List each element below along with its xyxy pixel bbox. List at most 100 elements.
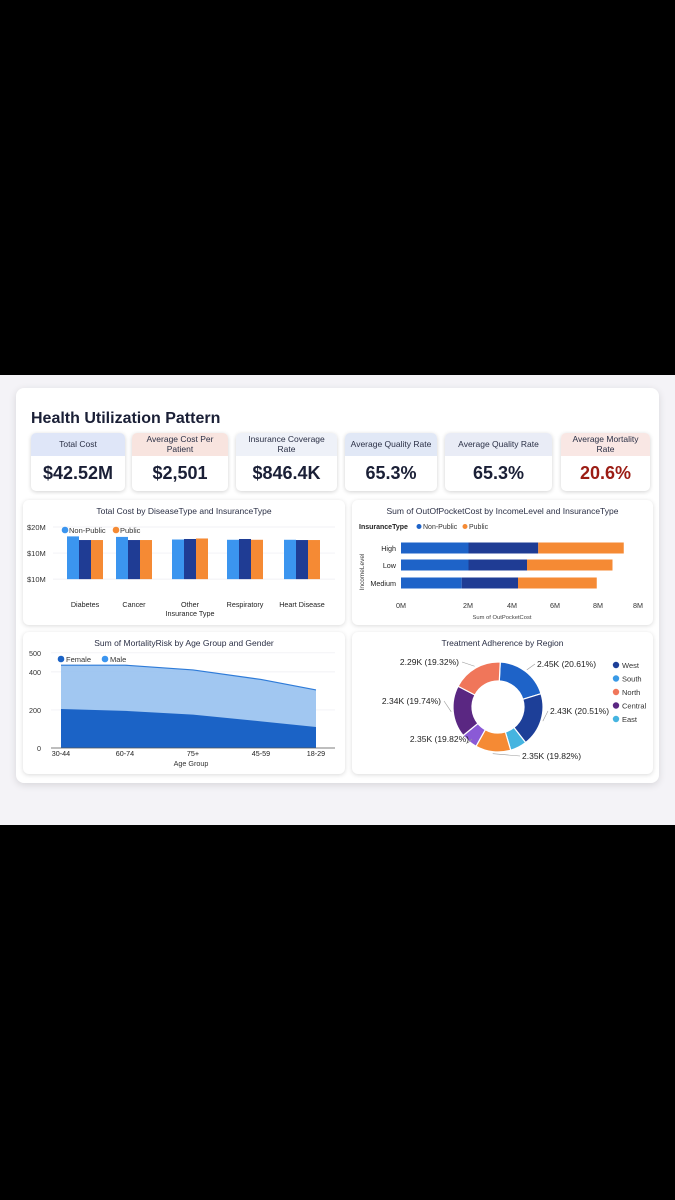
y-axis-title: IncomeLevel [359,553,366,590]
kpi-value: $2,501 [132,463,228,484]
bar [227,540,239,579]
mortality-by-age-chart: Female Male 0 200 400 500 30-44 60-74 75+ 45-59 18… [23,632,345,774]
bar [284,540,296,579]
bar-segment [401,560,469,571]
kpi-value: 20.6% [561,463,650,484]
donut-slice [499,662,541,699]
x-tick-label: Diabetes [71,600,100,609]
oop-by-income-chart: InsuranceType Non-Public Public IncomeLevel… [352,500,653,625]
y-tick-label: $20M [27,523,46,532]
screenshot-area: Health Utilization Pattern Total Cost $4… [0,375,675,825]
leader-line [493,754,520,756]
legend-label: Non-Public [69,526,106,535]
donut-slice [458,662,500,695]
y-tick-label: Low [383,561,397,570]
kpi-value: $846.4K [236,463,337,484]
legend-label: East [622,715,638,724]
kpi-card-average-cost-per-patient[interactable]: Average Cost Per Patient $2,501 [132,433,228,491]
bar-segment [401,578,462,589]
x-tick-label: 4M [507,601,517,610]
legend-label: Male [110,655,126,664]
y-tick-label: 500 [29,649,41,658]
x-tick-label: 18-29 [307,749,325,758]
legend-marker [613,689,619,695]
legend-marker [417,524,422,529]
y-tick-label: High [381,544,396,553]
panel-out-of-pocket-by-income: Sum of OutOfPocketCost by IncomeLevel an… [352,500,653,625]
cost-by-disease-chart: $20M $10M $10M Non-Public Public Diabetes Canc… [23,500,345,625]
x-axis-title: Sum of OutPocketCost [473,615,532,621]
bar-segment [538,543,624,554]
bar-segment [469,560,528,571]
leader-line [444,701,451,712]
x-tick-label: 60-74 [116,749,134,758]
bar [91,540,103,579]
kpi-value: 65.3% [345,463,437,484]
page-title: Health Utilization Pattern [31,410,220,428]
legend-marker [102,656,109,663]
kpi-value: 65.3% [445,463,552,484]
legend-marker [613,716,619,722]
kpi-card-insurance-coverage-rate[interactable]: Insurance Coverage Rate $846.4K [236,433,337,491]
bar-segment [462,578,518,589]
legend-marker [113,527,120,534]
y-tick-label: 400 [29,668,41,677]
y-tick-label: 200 [29,706,41,715]
bar [196,538,208,579]
bar [67,536,79,579]
x-tick-label: Heart Disease [279,600,325,609]
legend-label: Central [622,702,647,711]
legend-marker [463,524,468,529]
legend-label: West [622,661,640,670]
bar [140,540,152,579]
bar [184,539,196,579]
legend-label: Public [120,526,141,535]
kpi-card-average-mortality-rate[interactable]: Average Mortality Rate 20.6% [561,433,650,491]
legend-marker [613,675,619,681]
x-tick-label: 30-44 [52,749,70,758]
kpi-label: Average Quality Rate [445,433,552,456]
leader-line [543,711,548,721]
legend-marker [62,527,69,534]
x-tick-label: Cancer [122,600,146,609]
bar-segment [469,543,539,554]
legend-label: Public [469,524,489,531]
legend-marker [58,656,65,663]
y-tick-label: $10M [27,575,46,584]
kpi-label: Average Cost Per Patient [132,433,228,456]
data-label: 2.35K (19.82%) [522,751,581,761]
y-tick-label: 0 [37,744,41,753]
leader-line [462,662,475,666]
bar [128,540,140,579]
x-tick-label: 6M [550,601,560,610]
x-tick-label: 8M [593,601,603,610]
x-tick-label: Other [181,600,200,609]
bar-segment [527,560,613,571]
x-tick-label: Insurance Type [165,609,214,618]
x-tick-label: 0M [396,601,406,610]
legend-label: North [622,688,640,697]
legend-marker [613,662,619,668]
leader-line [527,664,535,670]
panel-adherence-by-region: Treatment Adherence by Region 2.45K (20.… [352,632,653,774]
bar [239,539,251,579]
data-label: 2.29K (19.32%) [400,657,459,667]
kpi-label: Insurance Coverage Rate [236,433,337,456]
panel-total-cost-by-disease: Total Cost by DiseaseType and InsuranceT… [23,500,345,625]
kpi-value: $42.52M [31,463,125,484]
kpi-card-average-quality-rate[interactable]: Average Quality Rate 65.3% [345,433,437,491]
kpi-card-average-quality-rate-2[interactable]: Average Quality Rate 65.3% [445,433,552,491]
kpi-label: Total Cost [31,433,125,456]
bar [116,537,128,579]
x-tick-label: 45-59 [252,749,270,758]
x-tick-label: 75+ [187,749,199,758]
kpi-label: Average Mortality Rate [561,433,650,456]
y-tick-label: $10M [27,549,46,558]
dashboard-canvas: Health Utilization Pattern Total Cost $4… [16,388,659,783]
bar [251,540,263,579]
legend-label: Female [66,655,91,664]
kpi-card-total-cost[interactable]: Total Cost $42.52M [31,433,125,491]
x-tick-label: 8M [633,601,643,610]
bar [308,540,320,579]
bar-segment [518,578,597,589]
